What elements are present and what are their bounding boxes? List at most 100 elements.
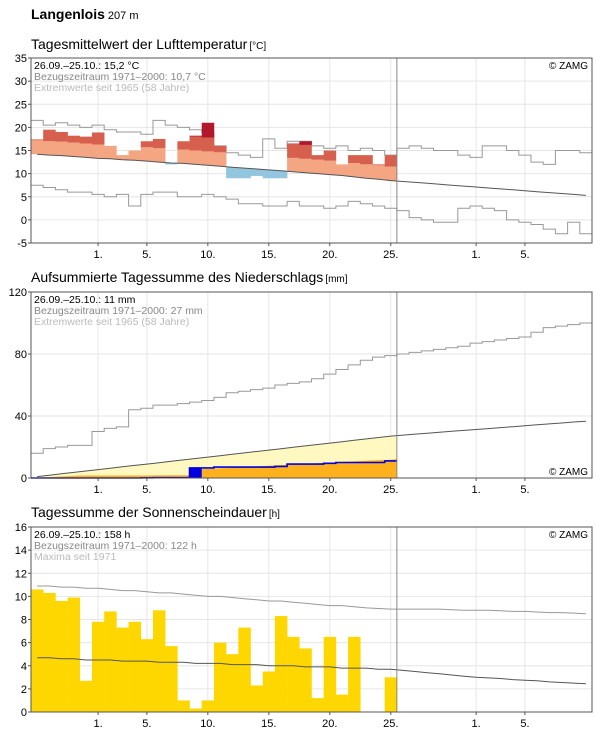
y-tick-label: 5 [21,192,27,204]
y-tick-label: 14 [15,545,27,557]
warm-anomaly-bar [287,144,300,158]
station-elevation: 207 m [107,10,139,22]
sunshine-bar [116,627,129,712]
sunshine-bar [299,648,312,712]
sunshine-bar [250,685,264,712]
cold-anomaly-bar [238,168,251,179]
sunshine-bar [91,621,105,712]
x-tick-label: 5. [142,718,151,729]
y-tick-label: 0 [21,473,27,485]
sunshine-bar [287,636,300,712]
cold-anomaly-bar [165,162,178,165]
sunshine-bar [79,680,93,712]
period-summary: 26.09.–25.10.: 11 mm [34,294,136,306]
sunshine-bar [43,592,56,712]
rain-event-bar [189,467,202,478]
warm-anomaly-bar [177,141,190,150]
x-tick-label: 1. [472,484,481,496]
x-tick-label: 5. [142,484,151,496]
warm-anomaly-bar [360,164,373,179]
sunshine-bar [262,671,276,712]
sunshine-bar [348,636,361,712]
period-summary: 26.09.–25.10.: 15,2 °C [34,60,140,72]
y-tick-label: 120 [9,287,27,299]
x-tick-label: 5. [520,718,529,729]
warm-anomaly-bar [79,136,93,144]
climate-mean-line [37,420,586,478]
period-summary: 26.09.–25.10.: 158 h [34,529,130,541]
sunshine-bar [177,700,190,712]
extremes-note: Maxima seit 1971 [34,551,116,563]
y-tick-label: 35 [15,53,27,65]
record-min-line [31,184,592,235]
warm-anomaly-bar [152,148,166,163]
warm-anomaly-bar [55,141,68,156]
sunshine-bar [128,621,142,712]
sunshine-bar [31,589,44,712]
sunshine-bar [67,597,81,712]
record-max-line [31,322,592,454]
warm-anomaly-bar [116,155,129,160]
chart-1: 0 40 80 120 1. 5. 10. 15. 20. 25. 1. 5. 26.09.–25.10… [9,287,593,496]
x-tick-label: 1. [472,249,481,261]
warm-anomaly-bar [384,166,398,181]
climate-mean-line [37,657,586,685]
reference-period: Bezugszeitraum 1971–2000: 27 mm [34,305,203,317]
warm-anomaly-bar [213,145,227,153]
precipitation-unit: [mm] [325,274,348,285]
y-tick-label: 10 [15,169,27,181]
x-tick-label: 20. [322,484,337,496]
x-tick-label: 5. [520,249,529,261]
warm-anomaly-bar [55,132,68,142]
x-tick-label: 25. [383,718,398,729]
record-warm-bar [201,122,215,138]
y-tick-label: 25 [15,99,27,111]
warm-anomaly-bar [299,158,312,173]
warm-anomaly-bar [189,150,203,165]
x-tick-label: 1. [93,249,102,261]
chart-2: 0 2 4 6 8 10 12 14 16 1. 5. 10. 15. 20. 25. 1. 5. 26.09.–… [15,522,593,729]
warm-anomaly-bar [372,164,385,166]
sunshine-bar [323,636,337,712]
y-tick-label: 2 [21,684,27,696]
y-tick-label: 20 [15,122,27,134]
sunshine-bar [226,654,239,712]
copyright-label: © ZAMG [549,530,588,541]
sunshine-bar [274,616,288,712]
x-tick-label: 25. [383,249,398,261]
y-tick-label: 12 [15,568,27,580]
warm-anomaly-bar [91,132,105,145]
warm-anomaly-bar [323,150,337,161]
x-tick-label: 5. [142,249,151,261]
warm-anomaly-bar [43,141,56,156]
y-tick-label: 80 [15,349,27,361]
sunshine-bar [335,694,349,712]
sunshine-bar [165,646,178,712]
max-hours-line [37,585,586,615]
sunshine-bar [189,708,203,712]
warm-anomaly-bar [213,152,227,167]
warm-anomaly-bar [201,137,215,152]
copyright-label: © ZAMG [549,61,588,72]
x-tick-label: 1. [93,484,102,496]
temperature-unit: [°C] [249,41,267,52]
warm-anomaly-bar [311,155,324,160]
warm-anomaly-bar [140,141,154,148]
warm-anomaly-bar [299,144,312,159]
station-name: Langenlois [31,6,105,22]
sunshine-bar [238,627,251,712]
extremes-note: Extremwerte seit 1965 (58 Jahre) [34,316,189,328]
x-tick-label: 20. [322,249,337,261]
y-tick-label: 30 [15,76,27,88]
warm-anomaly-bar [128,150,142,161]
warm-anomaly-bar [311,159,324,174]
y-tick-label: 0 [21,707,27,719]
y-tick-label: 15 [15,146,27,158]
warm-anomaly-bar [323,160,337,175]
climate-mean-line [37,153,586,196]
sunshine-bar [104,611,117,712]
reference-period: Bezugszeitraum 1971–2000: 122 h [34,540,197,552]
sunshine-bar [384,677,398,712]
station-header: Langenlois 207 m [31,6,138,22]
warm-anomaly-bar [372,165,385,180]
